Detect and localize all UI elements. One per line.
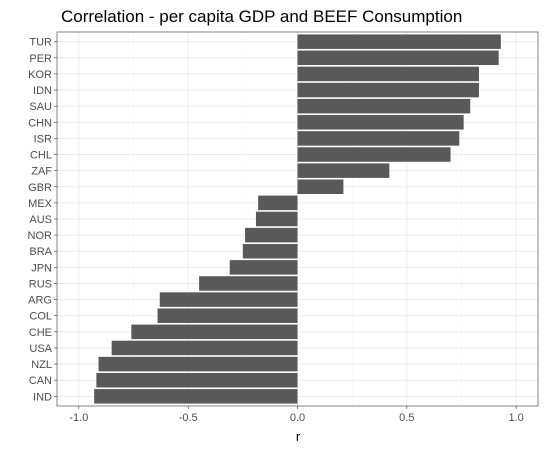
bar-arg (159, 292, 298, 307)
y-tick-label: CHN (28, 117, 52, 129)
y-tick-label: IDN (33, 85, 52, 97)
x-tick-label: 0.5 (399, 412, 414, 424)
x-axis-title: r (296, 429, 301, 444)
y-tick-label: TUR (29, 37, 52, 49)
chart-title: Correlation - per capita GDP and BEEF Co… (61, 7, 462, 26)
bar-tur (297, 34, 501, 49)
y-tick-label: CHL (30, 150, 52, 162)
bar-per (297, 50, 499, 66)
y-tick-label: ARG (28, 295, 52, 307)
bar-rus (199, 276, 298, 291)
bar-isr (297, 131, 460, 146)
bar-bra (242, 243, 298, 259)
y-tick-label: SAU (29, 101, 52, 113)
bar-ind (94, 389, 298, 404)
bars (94, 34, 501, 404)
y-tick-label: BRA (29, 246, 52, 258)
bar-nor (245, 227, 298, 243)
y-tick-label: COL (29, 311, 52, 323)
bar-che (131, 324, 298, 340)
y-tick-label: NOR (28, 230, 53, 242)
bar-nzl (98, 356, 298, 372)
bar-zaf (297, 163, 390, 178)
bar-chn (297, 115, 464, 130)
bar-jpn (229, 260, 298, 275)
y-tick-label: ZAF (31, 166, 52, 178)
y-tick-label: RUS (29, 278, 52, 290)
y-tick-label: IND (33, 391, 52, 403)
y-tick-label: CAN (29, 375, 52, 387)
x-axis: -1.0 -0.5 0.0 0.5 1.0 (56, 31, 539, 424)
bar-sau (297, 98, 471, 114)
y-tick-label: ISR (34, 133, 52, 145)
bar-kor (297, 66, 479, 82)
y-tick-label: USA (29, 343, 52, 355)
y-tick-label: GBR (28, 182, 52, 194)
y-tick-label: PER (29, 53, 52, 65)
bar-idn (297, 82, 479, 98)
y-axis: TUR PER KOR IDN SAU CHN ISR CHL ZAF GBR MEX AUS NOR B… (28, 37, 57, 403)
y-tick-label: NZL (31, 359, 52, 371)
y-tick-label: KOR (28, 69, 52, 81)
x-tick-label: 1.0 (508, 412, 523, 424)
x-tick-label: 0.0 (290, 412, 305, 424)
bar-mex (258, 195, 298, 211)
y-tick-label: MEX (28, 198, 53, 210)
y-tick-label: JPN (31, 262, 52, 274)
bar-col (157, 308, 298, 323)
y-tick-label: AUS (29, 214, 52, 226)
x-tick-label: -1.0 (69, 412, 88, 424)
x-tick-label: -0.5 (179, 412, 198, 424)
bar-can (96, 372, 298, 388)
bar-aus (255, 211, 298, 227)
bar-chl (297, 147, 451, 162)
bar-gbr (297, 179, 344, 195)
bar-usa (111, 340, 298, 356)
y-tick-label: CHE (29, 327, 52, 339)
